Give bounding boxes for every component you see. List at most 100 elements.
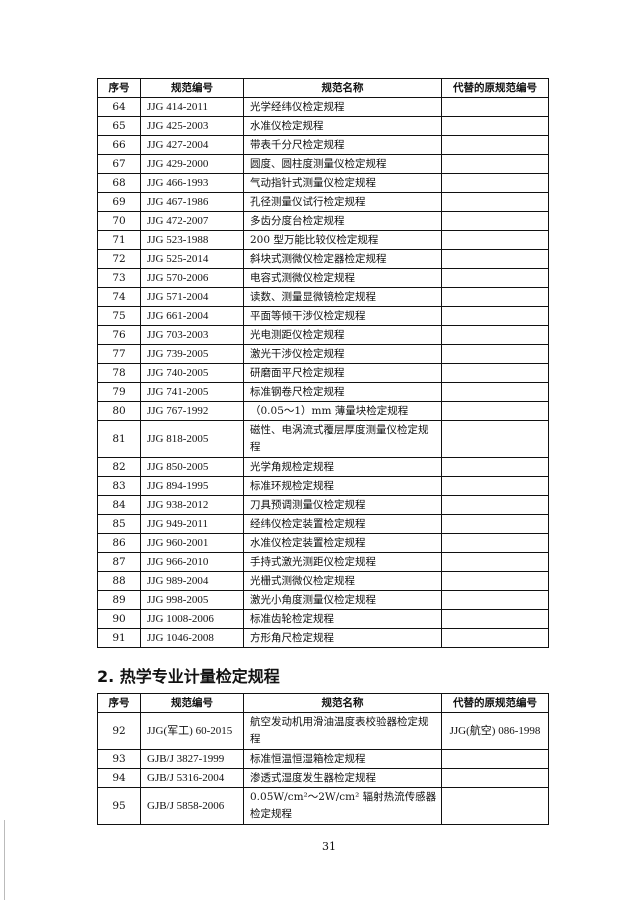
cell-code: JJG 949-2011 (140, 514, 244, 534)
cell-name: 0.05W/cm²～2W/cm² 辐射热流传感器检定规程 (243, 787, 442, 825)
cell-replaced (441, 249, 549, 269)
cell-no: 76 (97, 325, 141, 345)
table-row: 92 JJG(军工) 60-2015 航空发动机用滑油温度表校验器检定规程 JJG(航… (97, 712, 549, 750)
cell-code: JJG 661-2004 (140, 306, 244, 326)
table-row: 84 JJG 938-2012 刀具预调测量仪检定规程 (97, 495, 549, 515)
cell-no: 82 (97, 457, 141, 477)
cell-replaced (441, 382, 549, 402)
cell-no: 77 (97, 344, 141, 364)
cell-replaced (441, 230, 549, 250)
table-row: 77 JJG 739-2005 激光干涉仪检定规程 (97, 344, 549, 364)
cell-name: 标准恒温恒湿箱检定规程 (243, 749, 442, 769)
metrology-table-1: 序号 规范编号 规范名称 代替的原规范编号 64 JJG 414-2011 光学经纬… (97, 78, 549, 648)
cell-replaced: JJG(航空) 086-1998 (441, 712, 549, 750)
cell-replaced (441, 116, 549, 136)
cell-code: JJG 523-1988 (140, 230, 244, 250)
cell-code: JJG 571-2004 (140, 287, 244, 307)
cell-name: （0.05～1）mm 薄量块检定规程 (243, 401, 442, 421)
cell-no: 84 (97, 495, 141, 515)
table-row: 65 JJG 425-2003 水准仪检定规程 (97, 116, 549, 136)
metrology-table-2: 序号 规范编号 规范名称 代替的原规范编号 92 JJG(军工) 60-2015 航… (97, 693, 549, 825)
table-row: 91 JJG 1046-2008 方形角尺检定规程 (97, 628, 549, 648)
table-row: 95 GJB/J 5858-2006 0.05W/cm²～2W/cm² 辐射热流传感… (97, 787, 549, 825)
cell-name: 多齿分度台检定规程 (243, 211, 442, 231)
cell-no: 74 (97, 287, 141, 307)
cell-no: 71 (97, 230, 141, 250)
table-row: 66 JJG 427-2004 带表千分尺检定规程 (97, 135, 549, 155)
cell-replaced (441, 533, 549, 553)
cell-replaced (441, 211, 549, 231)
cell-name: 斜块式测微仪检定器检定规程 (243, 249, 442, 269)
cell-no: 91 (97, 628, 141, 648)
page-number: 31 (322, 840, 336, 853)
cell-replaced (441, 154, 549, 174)
table-row: 82 JJG 850-2005 光学角规检定规程 (97, 457, 549, 477)
cell-replaced (441, 609, 549, 629)
cell-replaced (441, 363, 549, 383)
cell-code: GJB/J 3827-1999 (140, 749, 244, 769)
cell-name: 水准仪检定装置检定规程 (243, 533, 442, 553)
cell-name: 水准仪检定规程 (243, 116, 442, 136)
cell-code: JJG 425-2003 (140, 116, 244, 136)
cell-code: JJG 850-2005 (140, 457, 244, 477)
cell-no: 92 (97, 712, 141, 750)
cell-no: 88 (97, 571, 141, 591)
cell-replaced (441, 495, 549, 515)
cell-no: 69 (97, 192, 141, 212)
cell-code: JJG 570-2006 (140, 268, 244, 288)
cell-no: 70 (97, 211, 141, 231)
cell-name: 光电测距仪检定规程 (243, 325, 442, 345)
cell-code: JJG 818-2005 (140, 420, 244, 458)
cell-no: 72 (97, 249, 141, 269)
cell-code: JJG 740-2005 (140, 363, 244, 383)
cell-code: JJG 472-2007 (140, 211, 244, 231)
cell-replaced (441, 571, 549, 591)
table-row: 68 JJG 466-1993 气动指针式测量仪检定规程 (97, 173, 549, 193)
cell-no: 67 (97, 154, 141, 174)
table-row: 87 JJG 966-2010 手持式激光测距仪检定规程 (97, 552, 549, 572)
cell-replaced (441, 97, 549, 117)
cell-name: 带表千分尺检定规程 (243, 135, 442, 155)
cell-name: 刀具预调测量仪检定规程 (243, 495, 442, 515)
table-row: 93 GJB/J 3827-1999 标准恒温恒湿箱检定规程 (97, 749, 549, 769)
table-row: 90 JJG 1008-2006 标准齿轮检定规程 (97, 609, 549, 629)
cell-no: 87 (97, 552, 141, 572)
table-row: 73 JJG 570-2006 电容式测微仪检定规程 (97, 268, 549, 288)
scan-edge-line (4, 820, 5, 900)
cell-name: 光学角规检定规程 (243, 457, 442, 477)
cell-no: 94 (97, 768, 141, 788)
cell-code: JJG 414-2011 (140, 97, 244, 117)
cell-name: 渗透式湿度发生器检定规程 (243, 768, 442, 788)
table-row: 79 JJG 741-2005 标准钢卷尺检定规程 (97, 382, 549, 402)
cell-code: JJG 1046-2008 (140, 628, 244, 648)
table-row: 74 JJG 571-2004 读数、测量显微镜检定规程 (97, 287, 549, 307)
table-row: 75 JJG 661-2004 平面等倾干涉仪检定规程 (97, 306, 549, 326)
cell-no: 83 (97, 476, 141, 496)
cell-name: 读数、测量显微镜检定规程 (243, 287, 442, 307)
cell-replaced (441, 787, 549, 825)
cell-replaced (441, 192, 549, 212)
header-no: 序号 (97, 78, 141, 98)
cell-name: 光栅式测微仪检定规程 (243, 571, 442, 591)
cell-code: JJG(军工) 60-2015 (140, 712, 244, 750)
cell-name: 标准齿轮检定规程 (243, 609, 442, 629)
cell-no: 75 (97, 306, 141, 326)
cell-no: 65 (97, 116, 141, 136)
cell-no: 93 (97, 749, 141, 769)
cell-no: 68 (97, 173, 141, 193)
cell-name: 电容式测微仪检定规程 (243, 268, 442, 288)
cell-name: 光学经纬仪检定规程 (243, 97, 442, 117)
cell-no: 64 (97, 97, 141, 117)
cell-no: 80 (97, 401, 141, 421)
cell-code: JJG 767-1992 (140, 401, 244, 421)
cell-code: JJG 429-2000 (140, 154, 244, 174)
table-row: 81 JJG 818-2005 磁性、电涡流式覆层厚度测量仪检定规程 (97, 420, 549, 458)
cell-replaced (441, 401, 549, 421)
cell-code: JJG 894-1995 (140, 476, 244, 496)
cell-replaced (441, 420, 549, 458)
section-title: 2. 热学专业计量检定规程 (97, 667, 280, 686)
table-row: 76 JJG 703-2003 光电测距仪检定规程 (97, 325, 549, 345)
cell-replaced (441, 287, 549, 307)
cell-no: 85 (97, 514, 141, 534)
cell-name: 气动指针式测量仪检定规程 (243, 173, 442, 193)
